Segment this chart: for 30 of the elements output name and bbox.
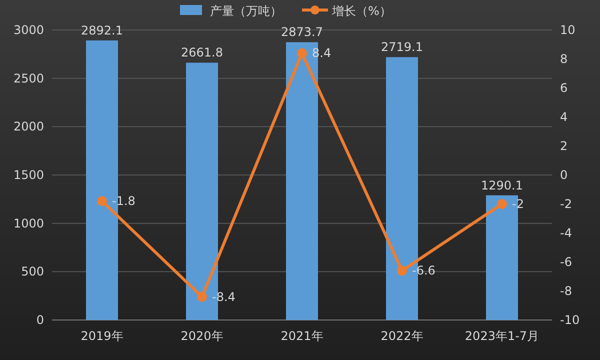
y-tick-label: 1000 (13, 216, 44, 230)
y2-tick-label: -10 (560, 313, 580, 327)
y2-tick-label: 8 (560, 52, 568, 66)
y2-tick-label: 4 (560, 110, 568, 124)
y2-tick-label: -8 (560, 284, 572, 298)
y-tick-label: 2500 (13, 71, 44, 86)
y-tick-label: 1500 (13, 168, 44, 182)
legend-label: 产量（万吨） (210, 4, 282, 18)
y-tick-label: 3000 (13, 23, 44, 37)
y2-tick-label: -4 (560, 226, 572, 240)
y2-tick-label: 6 (560, 81, 568, 95)
y2-tick-label: 0 (560, 168, 568, 182)
y-tick-label: 0 (36, 313, 44, 327)
x-tick-label: 2021年 (280, 329, 324, 343)
y2-tick-label: 10 (560, 23, 576, 37)
data-label: 2892.1 (81, 23, 123, 38)
legend-label: 增长（%） (331, 4, 392, 18)
y-tick-label: 500 (21, 264, 44, 279)
y2-tick-label: 2 (560, 139, 568, 153)
y2-tick-label: -2 (560, 197, 572, 211)
x-tick-label: 2020年 (180, 329, 224, 343)
x-tick-label: 2022年 (380, 329, 424, 343)
data-label: 2873.7 (281, 25, 323, 40)
data-label: 2719.1 (381, 40, 423, 54)
data-label: 2661.8 (181, 46, 223, 60)
y-tick-label: 2000 (13, 120, 44, 134)
x-tick-label: 2019年 (80, 329, 124, 343)
y2-tick-label: -6 (560, 255, 572, 269)
x-tick-label: 2023年1-7月 (464, 329, 540, 343)
data-label: 1290.1 (481, 178, 523, 192)
